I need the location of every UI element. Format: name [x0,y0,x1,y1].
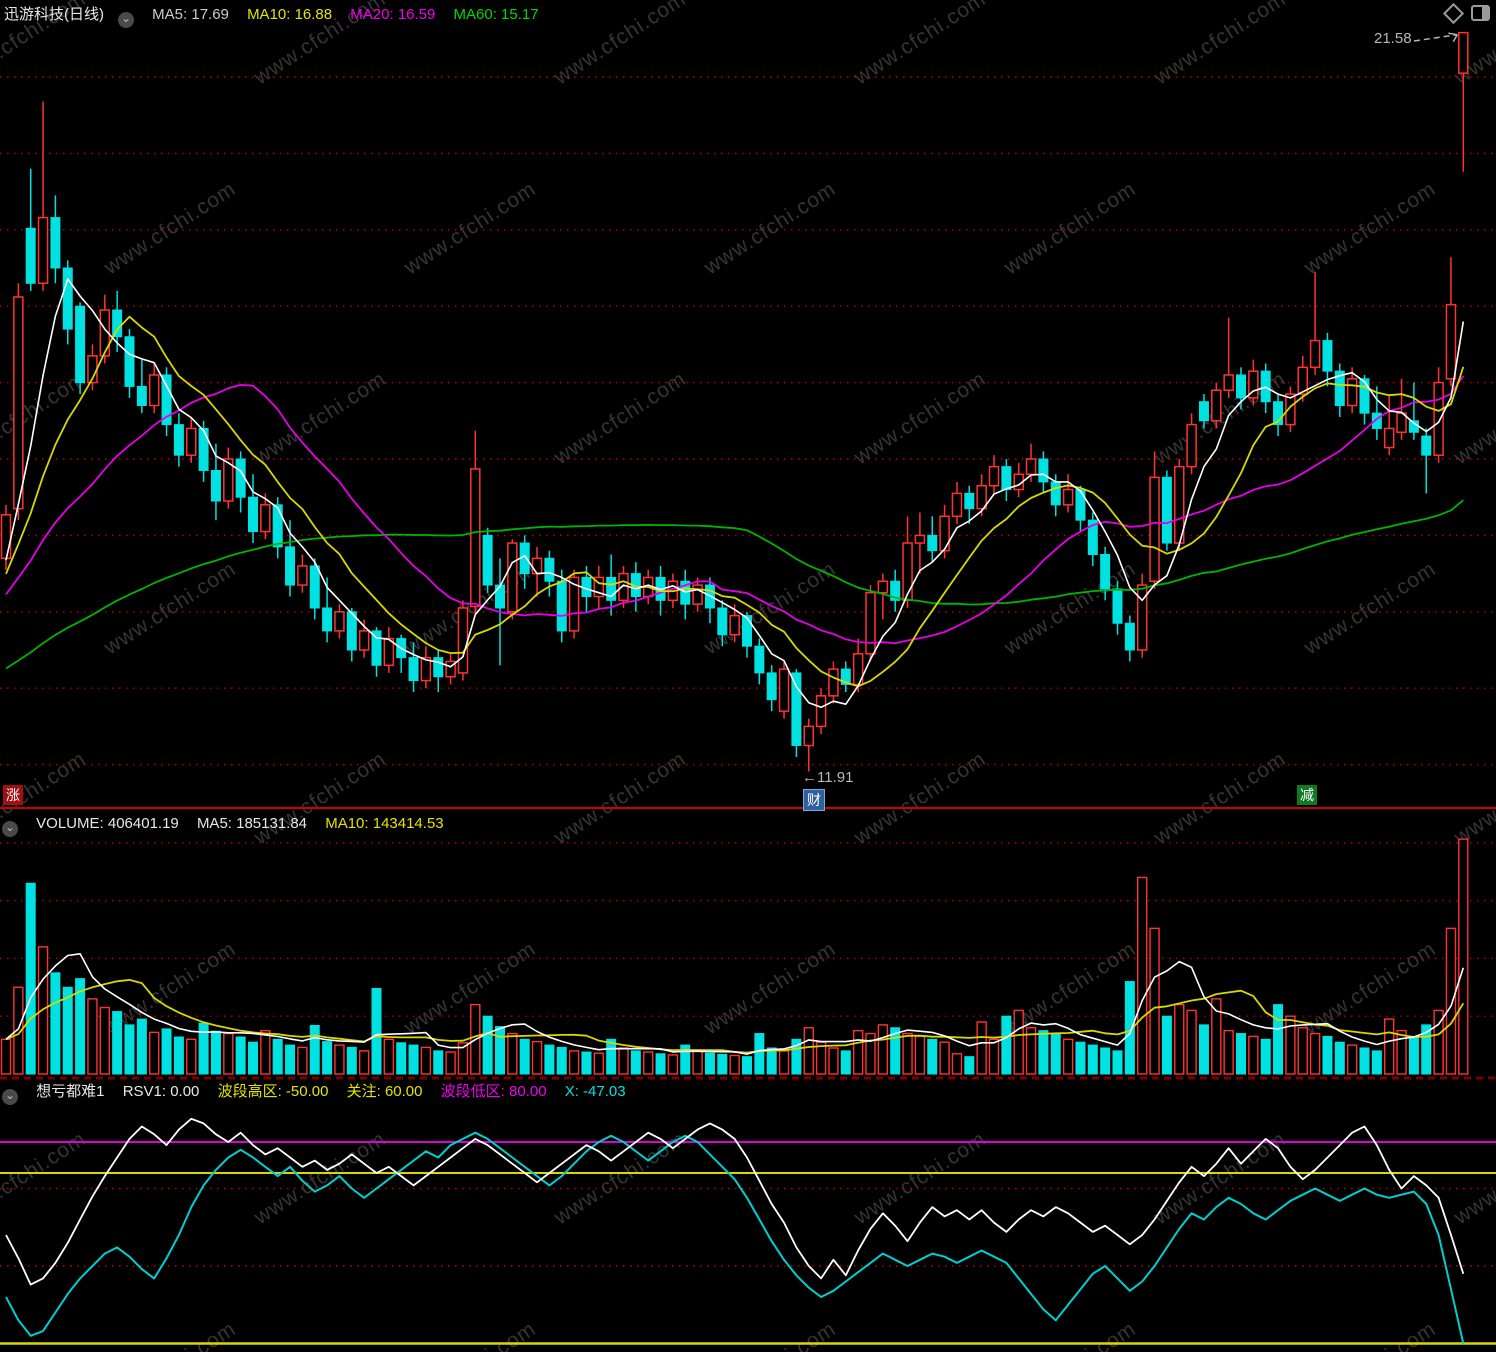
svg-text:www.cfchi.com: www.cfchi.com [1149,0,1290,90]
x-value: X: -47.03 [564,1083,626,1100]
ma60-value: MA60: 15.17 [453,6,539,23]
watch-value: 关注: 60.00 [346,1083,423,1100]
volume-ma10-value: MA10: 143414.53 [325,815,444,832]
svg-text:www.cfchi.com: www.cfchi.com [99,557,240,660]
svg-text:www.cfchi.com: www.cfchi.com [1149,747,1290,850]
svg-text:www.cfchi.com: www.cfchi.com [249,367,390,470]
svg-text:www.cfchi.com: www.cfchi.com [1299,177,1440,280]
main-panel-header: 迅游科技(日线) ⌄ MA5: 17.69 MA10: 16.88 MA20: 1… [4,5,553,28]
svg-text:www.cfchi.com: www.cfchi.com [399,1317,540,1352]
low-zone-value: 波段低区: 80.00 [440,1083,547,1100]
svg-text:www.cfchi.com: www.cfchi.com [999,1317,1140,1352]
svg-text:www.cfchi.com: www.cfchi.com [1449,747,1496,850]
svg-text:www.cfchi.com: www.cfchi.com [399,177,540,280]
high-price-annotation: 21.58 [1374,30,1412,47]
ma20-value: MA20: 16.59 [350,6,436,23]
diamond-icon[interactable] [1442,2,1465,24]
rsv1-value: RSV1: 0.00 [122,1083,200,1100]
svg-text:www.cfchi.com: www.cfchi.com [849,747,990,850]
svg-text:www.cfchi.com: www.cfchi.com [699,937,840,1040]
svg-text:www.cfchi.com: www.cfchi.com [549,747,690,850]
volume-panel-header: ⌄ VOLUME: 406401.19 MA5: 185131.84 MA10:… [2,814,458,837]
collapse-indicator-chevron-icon[interactable]: ⌄ [2,1089,18,1105]
high-zone-value: 波段高区: -50.00 [217,1083,329,1100]
collapse-main-chevron-icon[interactable]: ⌄ [118,12,134,28]
svg-text:www.cfchi.com: www.cfchi.com [699,177,840,280]
wealth-badge: 财 [803,789,825,811]
svg-text:www.cfchi.com: www.cfchi.com [699,1317,840,1352]
svg-text:www.cfchi.com: www.cfchi.com [549,0,690,90]
svg-text:www.cfchi.com: www.cfchi.com [1299,1317,1440,1352]
svg-text:www.cfchi.com: www.cfchi.com [549,367,690,470]
rise-badge: 涨 [3,785,23,805]
ma10-value: MA10: 16.88 [247,6,333,23]
ma5-value: MA5: 17.69 [152,6,229,23]
svg-text:www.cfchi.com: www.cfchi.com [1299,557,1440,660]
stock-title: 迅游科技(日线) [4,6,104,23]
indicator-name: 想亏都难1 [36,1083,105,1100]
volume-ma5-value: MA5: 185131.84 [196,815,308,832]
svg-text:www.cfchi.com: www.cfchi.com [849,0,990,90]
svg-text:www.cfchi.com: www.cfchi.com [99,177,240,280]
indicator-panel-header: ⌄ 想亏都难1 RSV1: 0.00 波段高区: -50.00 关注: 60.0… [2,1082,640,1105]
svg-text:www.cfchi.com: www.cfchi.com [999,177,1140,280]
low-price-annotation: ←11.91 [802,769,854,786]
volume-value: VOLUME: 406401.19 [36,815,179,832]
svg-text:www.cfchi.com: www.cfchi.com [849,367,990,470]
window-controls [1442,2,1490,24]
svg-text:www.cfchi.com: www.cfchi.com [99,1317,240,1352]
reduce-badge: 减 [1297,785,1317,805]
collapse-volume-chevron-icon[interactable]: ⌄ [2,821,18,837]
svg-text:www.cfchi.com: www.cfchi.com [249,747,390,850]
panel-toggle-icon[interactable] [1471,5,1490,21]
